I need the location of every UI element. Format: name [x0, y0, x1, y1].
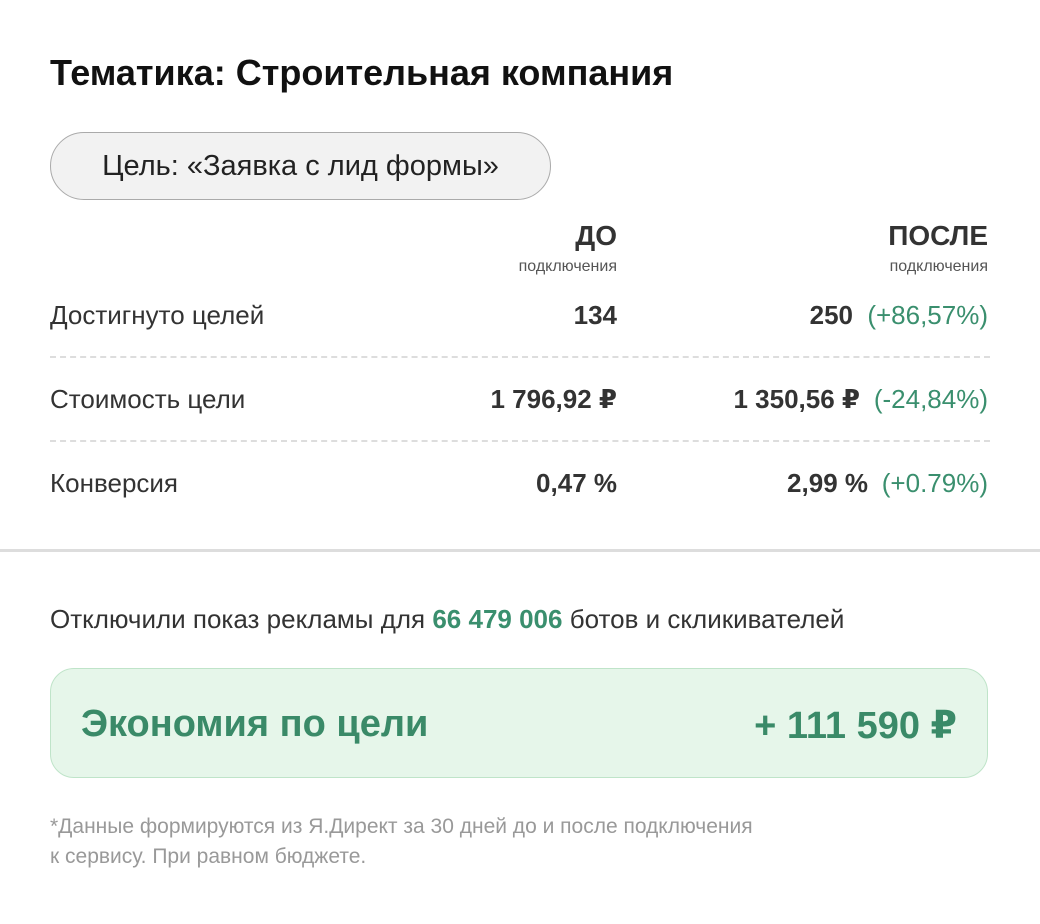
bots-text: Отключили показ рекламы для 66 479 006 б…: [50, 604, 844, 635]
change-value: (-24,84%): [873, 384, 988, 414]
goal-pill[interactable]: Цель: «Заявка с лид формы»: [50, 132, 551, 200]
row-label: Достигнуто целей: [50, 300, 265, 330]
before-value: 134: [573, 300, 617, 330]
before-value: 1 796,92 ₽: [490, 384, 617, 414]
savings-label: Экономия по цели: [81, 703, 429, 745]
before-value: 0,47 %: [536, 468, 617, 498]
after-value: 2,99 %: [787, 468, 868, 498]
savings-value: + 111 590 ₽: [754, 705, 957, 747]
bots-suffix: ботов и скликивателей: [569, 604, 845, 634]
after-value: 1 350,56 ₽: [733, 384, 860, 414]
change-value: (+0.79%): [881, 468, 988, 498]
footnote: к сервису. При равном бюджете.: [50, 845, 367, 868]
column-title: ДО: [575, 220, 617, 251]
row-separator: [50, 440, 990, 442]
footnote: *Данные формируются из Я.Директ за 30 дн…: [50, 815, 753, 838]
row-label: Стоимость цели: [50, 384, 246, 414]
column-subtitle: подключения: [518, 258, 617, 275]
row-label: Конверсия: [50, 468, 179, 498]
title: Тематика: Строительная компания: [50, 52, 674, 93]
bots-count: 66 479 006: [432, 604, 563, 634]
savings-box: Экономия по цели + 111 590 ₽: [50, 668, 988, 778]
bots-prefix: Отключили показ рекламы для: [50, 604, 426, 634]
change-value: (+86,57%): [867, 300, 988, 330]
divider: [0, 549, 1040, 552]
column-subtitle: подключения: [889, 258, 988, 275]
row-separator: [50, 356, 990, 358]
column-title: ПОСЛЕ: [888, 220, 988, 251]
after-value: 250: [809, 300, 853, 330]
